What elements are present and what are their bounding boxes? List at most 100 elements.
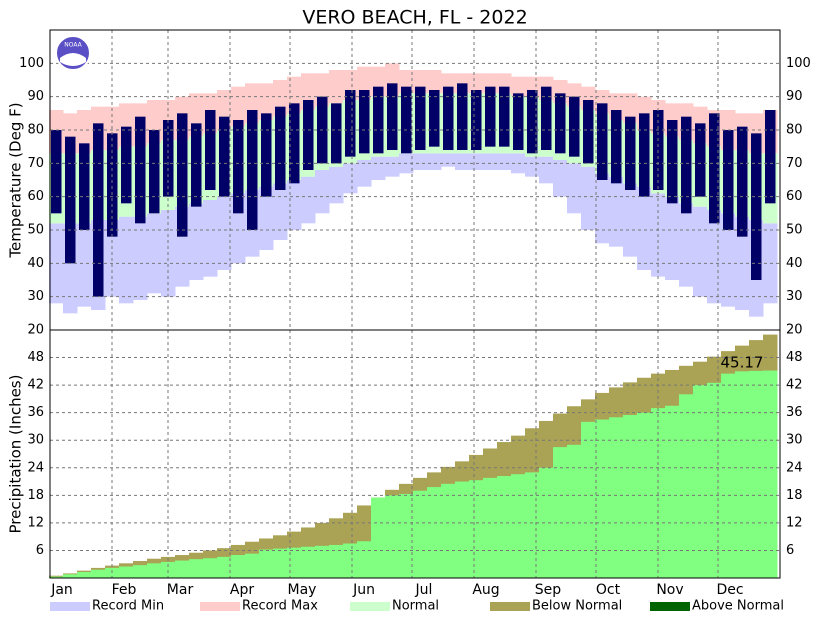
observed-precip-bar [301,546,316,578]
y-tick-label: 60 [786,189,803,204]
record-min-bar [441,153,456,167]
observed-precip-bar [147,563,162,578]
observed-bar [93,123,104,297]
observed-precip-bar [567,444,582,578]
x-tick-label: Jun [352,582,375,598]
observed-precip-bar [483,477,498,578]
y-tick-label: 30 [786,433,803,448]
observed-bar [751,133,762,280]
y-tick-label: 24 [786,460,803,475]
observed-precip-bar [385,495,400,578]
observed-precip-bar [455,481,470,578]
legend-swatch [650,602,690,611]
record-min-bar [553,160,568,197]
observed-bar [695,123,706,197]
y-tick-label: 18 [786,488,803,503]
record-min-bar [259,186,274,250]
observed-bar [541,86,552,150]
observed-bar [737,126,748,237]
observed-bar [401,86,412,154]
observed-bar [569,96,580,157]
record-min-bar [721,213,736,307]
observed-bar [177,113,188,237]
y-tick-label: 6 [36,543,44,558]
observed-bar [107,133,118,237]
y-tick-label: 80 [27,123,44,138]
record-max-bar [77,110,92,154]
y-tick-label: 24 [27,460,44,475]
y-tick-label: 48 [786,350,803,365]
observed-bar [625,116,636,190]
observed-bar [331,103,342,164]
x-tick-label: Jul [415,582,433,598]
y-tick-label: 100 [786,56,811,71]
record-min-bar [497,153,512,170]
y-tick-label: 30 [786,289,803,304]
observed-precip-bar [49,576,64,578]
observed-bar [499,86,510,147]
observed-precip-bar [357,541,372,578]
observed-precip-bar [469,480,484,578]
observed-precip-bar [161,561,176,578]
record-min-bar [77,223,92,307]
record-min-bar [581,166,596,230]
record-min-bar [679,203,694,287]
observed-precip-bar [287,547,302,578]
observed-precip-bar [735,371,750,578]
record-min-bar [637,186,652,270]
observed-bar [205,110,216,190]
y-axis-title: Temperature (Deg F) [7,102,25,258]
record-min-bar [693,206,708,297]
record-min-bar [595,173,610,244]
y-tick-label: 36 [27,405,44,420]
y-tick-label: 20 [786,323,803,338]
observed-precip-bar [217,556,232,578]
observed-precip-bar [427,487,442,578]
legend-label: Normal [392,599,439,614]
x-tick-label: Apr [230,582,254,598]
record-min-bar [203,200,218,277]
observed-bar [359,90,370,154]
y-tick-label: 70 [27,156,44,171]
observed-precip-bar [609,417,624,578]
record-min-bar [707,210,722,304]
observed-bar [457,83,468,150]
observed-bar [233,120,244,214]
record-max-bar [623,93,638,124]
observed-precip-bar [525,472,540,578]
observed-precip-bar [581,421,596,578]
observed-precip-bar [343,543,358,578]
observed-bar [219,116,230,197]
y-tick-label: 90 [27,89,44,104]
observed-precip-bar [553,447,568,578]
record-max-bar [427,70,442,94]
record-min-bar [665,196,680,280]
record-min-bar [371,156,386,180]
observed-precip-bar [231,555,246,578]
observed-precip-bar [63,574,78,578]
observed-bar [415,86,426,150]
observed-precip-bar [315,545,330,578]
observed-bar [765,110,776,204]
record-min-bar [469,153,484,170]
record-min-bar [357,160,372,187]
legend-label: Above Normal [692,599,784,614]
record-min-bar [567,163,582,214]
observed-bar [611,110,622,184]
record-min-bar [413,153,428,170]
x-tick-label: Nov [656,582,683,598]
record-max-bar [329,70,344,104]
record-min-bar [483,153,498,170]
y-tick-label: 12 [786,515,803,530]
y-tick-label: 36 [786,405,803,420]
y-tick-label: 90 [786,89,803,104]
y-tick-label: 50 [27,223,44,238]
legend-label: Record Min [92,599,164,614]
observed-precip-bar [189,559,204,578]
observed-precip-bar [595,419,610,578]
record-min-bar [147,213,162,294]
observed-bar [373,86,384,154]
logo [60,53,86,66]
record-max-bar [259,83,274,120]
y-tick-label: 50 [786,223,803,238]
